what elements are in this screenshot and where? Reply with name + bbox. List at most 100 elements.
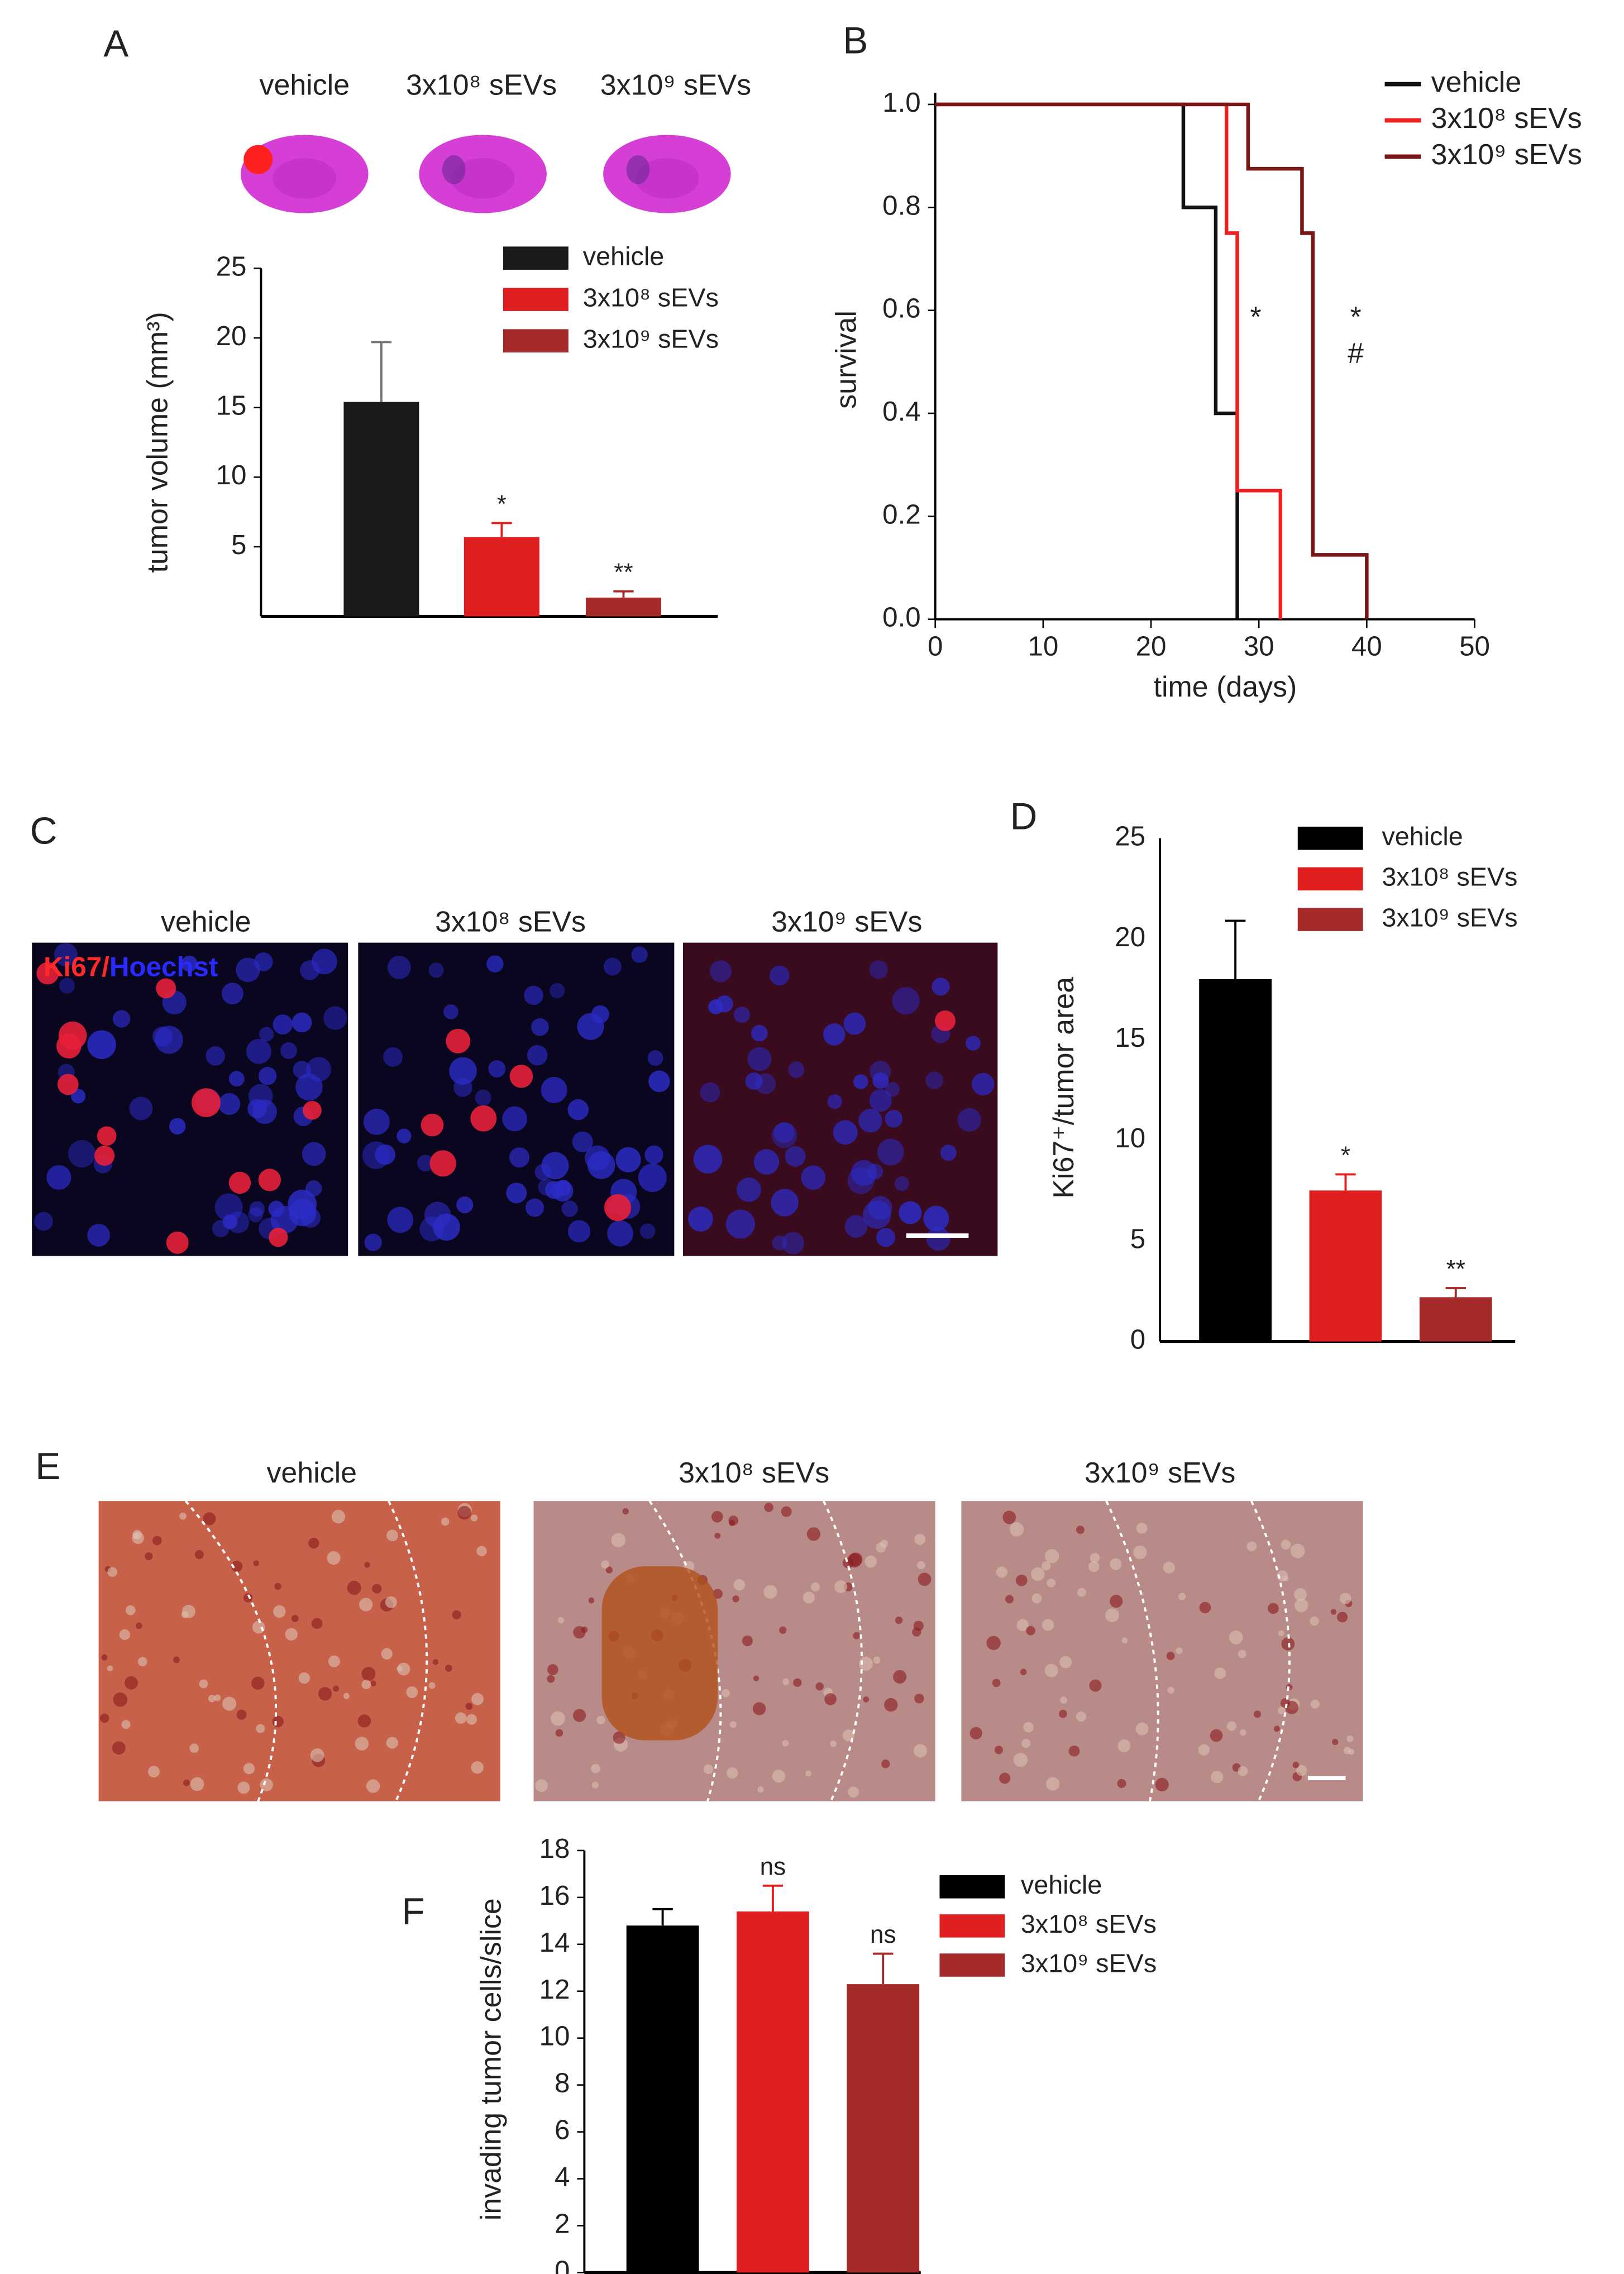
tissue-cell (847, 1553, 862, 1568)
tissue-cell (203, 1512, 216, 1525)
x-tick-label: 40 (1351, 631, 1382, 662)
tissue-cell (711, 1510, 723, 1523)
tissue-cell (863, 1696, 870, 1703)
nucleus (751, 1024, 768, 1042)
tissue-cell (884, 1698, 898, 1712)
tissue-cell (1121, 1637, 1128, 1644)
tissue-cell (1226, 1721, 1236, 1731)
y-tick-label: 0 (1130, 1324, 1145, 1355)
x-tick-label: 50 (1459, 631, 1490, 662)
y-tick-label: 1.0 (882, 87, 921, 118)
tissue-cell (1135, 1722, 1149, 1736)
nucleus (228, 1071, 245, 1087)
tissue-cell (318, 1687, 332, 1701)
tissue-cell (125, 1676, 138, 1690)
x-tick-label: 10 (1028, 631, 1058, 662)
significance-label: ns (870, 1921, 896, 1948)
nucleus (858, 1108, 882, 1133)
nucleus (769, 965, 790, 986)
tissue-cell (331, 1510, 346, 1524)
legend-swatch (503, 329, 569, 352)
ki67-cell (58, 1021, 87, 1050)
bar (626, 1925, 699, 2273)
tissue-cell (591, 1763, 600, 1774)
tissue-cell (1136, 1522, 1148, 1534)
nucleus (745, 1072, 763, 1090)
nucleus (524, 985, 543, 1005)
tissue-cell (1163, 1561, 1175, 1574)
bar (736, 1911, 809, 2273)
tissue-cell (1090, 1553, 1100, 1563)
y-tick-label: 0.0 (882, 602, 921, 633)
y-tick-label: 10 (539, 2021, 570, 2052)
nucleus (847, 1167, 875, 1194)
tissue-cell (1167, 1686, 1174, 1694)
nucleus (773, 1122, 795, 1143)
bar (1419, 1297, 1492, 1342)
tissue-cell (999, 1772, 1011, 1784)
tissue-cell (1253, 1710, 1261, 1718)
tissue-cell (328, 1655, 340, 1667)
nucleus (456, 1196, 474, 1214)
tumor-spot (243, 145, 273, 174)
nucleus (577, 1013, 604, 1040)
tissue-cell (199, 1679, 208, 1689)
annotation: * (1250, 301, 1261, 333)
tissue-cell (601, 1560, 609, 1569)
tissue-cell (190, 1777, 204, 1791)
nucleus (567, 1220, 591, 1243)
y-tick-label: 18 (539, 1833, 570, 1864)
tissue-cell (1246, 1541, 1257, 1552)
nucleus (236, 957, 260, 983)
tumor-border (388, 1500, 428, 1802)
tissue-cell (824, 1693, 837, 1705)
legend-label: 3x10⁸ sEVs (1021, 1909, 1157, 1938)
legend-swatch (1297, 826, 1363, 850)
tissue-cell (1020, 1668, 1027, 1676)
tissue-cell (581, 1626, 588, 1633)
nucleus (926, 1227, 950, 1251)
nucleus (475, 1089, 491, 1106)
tissue-cell (183, 1779, 190, 1786)
image-label: 3x10⁹ sEVs (600, 69, 751, 101)
nucleus (644, 1145, 663, 1165)
tissue-cell (782, 1740, 789, 1747)
nucleus (647, 1050, 663, 1066)
nucleus (449, 1057, 477, 1085)
nucleus (206, 1046, 226, 1066)
tissue-cell (107, 1567, 117, 1577)
brain-slice-core (635, 158, 699, 199)
nucleus (433, 1213, 460, 1241)
y-tick-label: 0.8 (882, 190, 921, 221)
tissue-cell (803, 1591, 815, 1604)
tissue-cell (793, 1678, 802, 1687)
nucleus (869, 1089, 892, 1112)
nucleus (488, 1060, 506, 1078)
tissue-cell (231, 1560, 243, 1572)
tissue-cell (1210, 1729, 1223, 1742)
nucleus (538, 1178, 555, 1196)
ki67-cell (429, 1150, 456, 1177)
tissue-cell (834, 1580, 847, 1593)
annotation: * (1350, 301, 1362, 333)
tissue-cell (107, 1665, 113, 1672)
tissue-cell (310, 1748, 324, 1762)
tumor-border (823, 1500, 863, 1802)
nucleus (877, 1138, 904, 1166)
y-axis-label: tumor volume (mm³) (141, 312, 174, 573)
y-tick-label: 0.4 (882, 396, 921, 427)
tissue-cell (137, 1657, 147, 1667)
tissue-cell (179, 1512, 187, 1520)
nucleus (747, 1047, 772, 1071)
survival-line (935, 102, 1239, 619)
ki67-cell (97, 1126, 117, 1146)
panel-letter: D (1010, 796, 1038, 838)
tissue-cell (986, 1636, 1001, 1651)
tissue-cell (208, 1695, 216, 1703)
nucleus (844, 1215, 868, 1238)
nucleus (966, 1036, 981, 1051)
nucleus (957, 1108, 981, 1132)
tissue-cell (272, 1715, 284, 1728)
nucleus (843, 1012, 866, 1035)
